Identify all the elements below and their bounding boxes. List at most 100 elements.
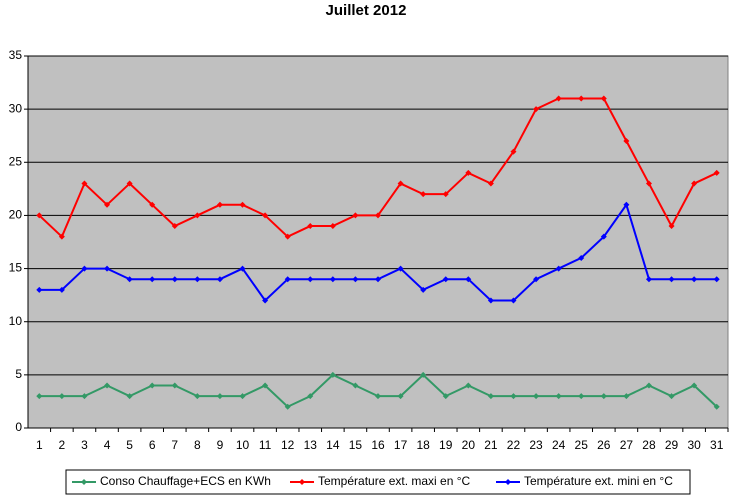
point [713, 169, 720, 176]
point [555, 95, 562, 102]
point [194, 393, 201, 400]
x-tick-label: 29 [665, 438, 679, 452]
point [58, 286, 65, 293]
x-tick-label: 4 [104, 438, 111, 452]
point [36, 393, 43, 400]
point [81, 265, 88, 272]
y-tick-label: 10 [9, 314, 23, 328]
point [487, 393, 494, 400]
y-tick-label: 15 [9, 261, 23, 275]
x-tick-label: 20 [462, 438, 476, 452]
point [578, 95, 585, 102]
point [149, 382, 156, 389]
point [352, 212, 359, 219]
point [465, 382, 472, 389]
point [171, 382, 178, 389]
point [239, 201, 246, 208]
point [149, 201, 156, 208]
point [465, 169, 472, 176]
chart-title: Juillet 2012 [326, 2, 407, 19]
point [126, 276, 133, 283]
point [352, 382, 359, 389]
point [375, 212, 381, 219]
point [262, 297, 269, 304]
point [397, 180, 404, 187]
x-tick-label: 30 [687, 438, 701, 452]
x-tick-label: 11 [259, 438, 272, 452]
point [420, 191, 427, 198]
point [239, 393, 246, 400]
x-tick-label: 7 [171, 438, 178, 452]
point [36, 212, 43, 219]
y-tick-label: 0 [15, 420, 22, 434]
x-tick-label: 31 [710, 438, 724, 452]
x-tick-label: 19 [439, 438, 453, 452]
point [81, 180, 88, 187]
point [442, 393, 449, 400]
x-tick-label: 1 [36, 438, 43, 452]
point [623, 138, 630, 145]
point [171, 276, 178, 283]
point [645, 382, 652, 389]
point [36, 286, 43, 293]
x-tick-label: 8 [194, 438, 201, 452]
point [668, 223, 675, 230]
point [623, 201, 630, 208]
point [668, 393, 675, 400]
x-tick-label: 17 [394, 438, 408, 452]
point [149, 276, 156, 283]
point [239, 265, 246, 272]
point [600, 393, 607, 400]
legend-label: Conso Chauffage+ECS en KWh [100, 474, 271, 488]
x-tick-label: 5 [126, 438, 133, 452]
x-tick-label: 9 [217, 438, 224, 452]
point [284, 403, 291, 410]
point [600, 95, 607, 102]
y-tick-label: 20 [9, 208, 23, 222]
point [352, 276, 359, 283]
point [216, 393, 223, 400]
legend-marker [505, 479, 511, 485]
point [284, 276, 291, 283]
point [397, 265, 404, 272]
point [487, 297, 494, 304]
point [713, 403, 720, 410]
point [578, 254, 585, 261]
y-tick-label: 5 [15, 367, 22, 381]
point [375, 393, 381, 400]
point [465, 276, 472, 283]
point [510, 297, 517, 304]
point [194, 212, 201, 219]
point [58, 233, 65, 240]
x-tick-label: 13 [304, 438, 318, 452]
point [623, 393, 630, 400]
point [510, 148, 517, 155]
legend: Conso Chauffage+ECS en KWh Température ex… [65, 469, 691, 495]
point [420, 371, 427, 378]
point [104, 382, 111, 389]
point [216, 276, 223, 283]
point [555, 393, 562, 400]
point [555, 265, 562, 272]
point [533, 276, 540, 283]
point [216, 201, 223, 208]
x-tick-label: 21 [484, 438, 498, 452]
legend-marker [81, 479, 87, 485]
point [691, 276, 698, 283]
point [126, 393, 133, 400]
point [510, 393, 517, 400]
x-tick-label: 24 [552, 438, 566, 452]
point [58, 393, 65, 400]
x-tick-label: 10 [236, 438, 250, 452]
point [171, 223, 178, 230]
point [533, 106, 540, 113]
legend-marker [299, 479, 305, 485]
x-tick-label: 25 [575, 438, 589, 452]
x-tick-label: 2 [59, 438, 66, 452]
point [578, 393, 585, 400]
y-tick-label: 35 [9, 48, 23, 62]
point [284, 233, 291, 240]
x-tick-label: 18 [416, 438, 430, 452]
legend-label: Température ext. mini en °C [524, 474, 673, 488]
point [713, 276, 720, 283]
